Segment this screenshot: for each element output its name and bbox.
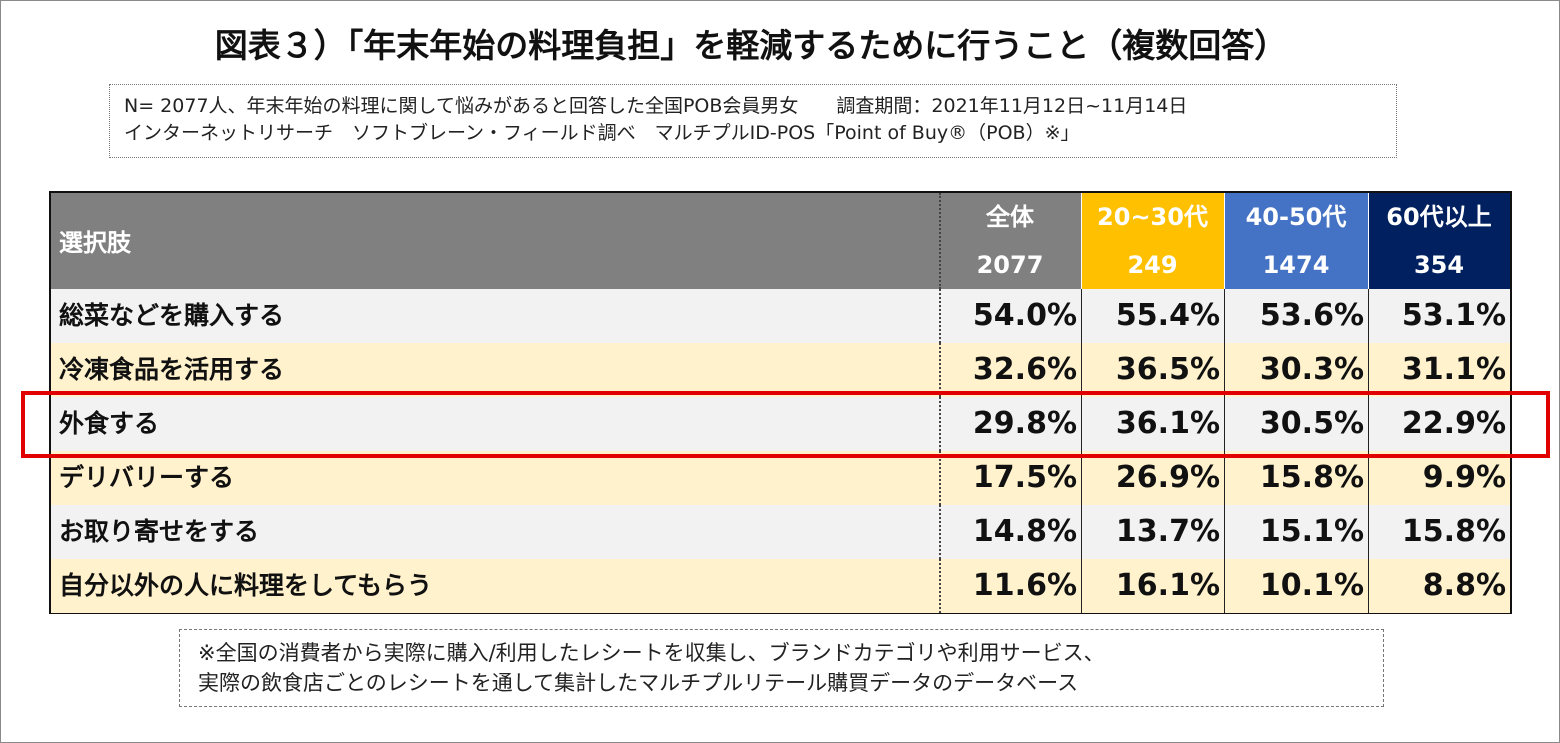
row-label: お取り寄せをする: [59, 517, 260, 546]
column-name: 20~30代: [1097, 203, 1208, 231]
note-line: 実際の飲食店ごとのレシートを通して集計したマルチプルリテール購買データのデータベ…: [198, 671, 1079, 695]
value-cell: 31.1%: [1368, 343, 1510, 397]
row-bg: [51, 451, 1510, 505]
row-bg: [51, 343, 1510, 397]
column-n: 249: [1127, 251, 1178, 279]
row-label: 冷凍食品を活用する: [59, 355, 285, 384]
row-label: 自分以外の人に料理をしてもらう: [59, 571, 433, 600]
highlight-box: [21, 391, 1550, 458]
value-cell: 22.9%: [1368, 397, 1510, 451]
header-label: 選択肢: [59, 229, 131, 257]
note-box: ※全国の消費者から実際に購入/利用したレシートを収集し、ブランドカテゴリや利用サ…: [179, 629, 1384, 707]
value-cell: 29.8%: [939, 397, 1081, 451]
info-line: N= 2077人、年末年始の料理に関して悩みがあると回答した全国POB会員男女 …: [124, 95, 1188, 117]
value-cell: 55.4%: [1081, 289, 1224, 343]
header-cell: [1224, 193, 1368, 289]
value-cell: 53.1%: [1368, 289, 1510, 343]
row-bg: [51, 505, 1510, 559]
header-cell: [1081, 193, 1224, 289]
value-cell: 9.9%: [1368, 451, 1510, 505]
value-cell: 10.1%: [1224, 559, 1368, 613]
row-bg: [51, 397, 1510, 451]
value-cell: 30.3%: [1224, 343, 1368, 397]
info-line: インターネットリサーチ ソフトブレーン・フィールド調べ マルチプルID-POS「…: [124, 122, 1080, 144]
value-cell: 8.8%: [1368, 559, 1510, 613]
value-cell: 16.1%: [1081, 559, 1224, 613]
note-line: ※全国の消費者から実際に購入/利用したレシートを収集し、ブランドカテゴリや利用サ…: [198, 641, 1105, 665]
column-name: 40-50代: [1245, 203, 1347, 231]
value-cell: 17.5%: [939, 451, 1081, 505]
value-cell: 36.1%: [1081, 397, 1224, 451]
row-label: 総菜などを購入する: [59, 301, 285, 330]
value-cell: 32.6%: [939, 343, 1081, 397]
title: 図表３）「年末年始の料理負担」を軽減するために行うこと（複数回答）: [214, 26, 1288, 65]
header-cell: [1368, 193, 1510, 289]
row-label: デリバリーする: [59, 463, 235, 492]
value-cell: 30.5%: [1224, 397, 1368, 451]
value-cell: 15.1%: [1224, 505, 1368, 559]
column-n: 2077: [976, 251, 1044, 279]
column-name: 全体: [986, 203, 1034, 231]
row-bg: [51, 289, 1510, 343]
row-bg: [51, 559, 1510, 613]
value-cell: 26.9%: [1081, 451, 1224, 505]
row-label: 外食する: [59, 409, 160, 438]
value-cell: 13.7%: [1081, 505, 1224, 559]
info-box: N= 2077人、年末年始の料理に関して悩みがあると回答した全国POB会員男女 …: [109, 84, 1397, 158]
value-cell: 11.6%: [939, 559, 1081, 613]
column-n: 1474: [1262, 251, 1330, 279]
value-cell: 54.0%: [939, 289, 1081, 343]
value-cell: 36.5%: [1081, 343, 1224, 397]
value-cell: 15.8%: [1368, 505, 1510, 559]
column-n: 354: [1413, 251, 1465, 279]
value-cell: 53.6%: [1224, 289, 1368, 343]
value-cell: 14.8%: [939, 505, 1081, 559]
header-bg: [51, 193, 939, 289]
header-cell: [939, 193, 1081, 289]
value-cell: 15.8%: [1224, 451, 1368, 505]
table: 選択肢 全体 2077 20~30代 249 40-50代 1474 60代以上 354 総菜など…: [49, 191, 1512, 614]
column-name: 60代以上: [1386, 203, 1492, 231]
